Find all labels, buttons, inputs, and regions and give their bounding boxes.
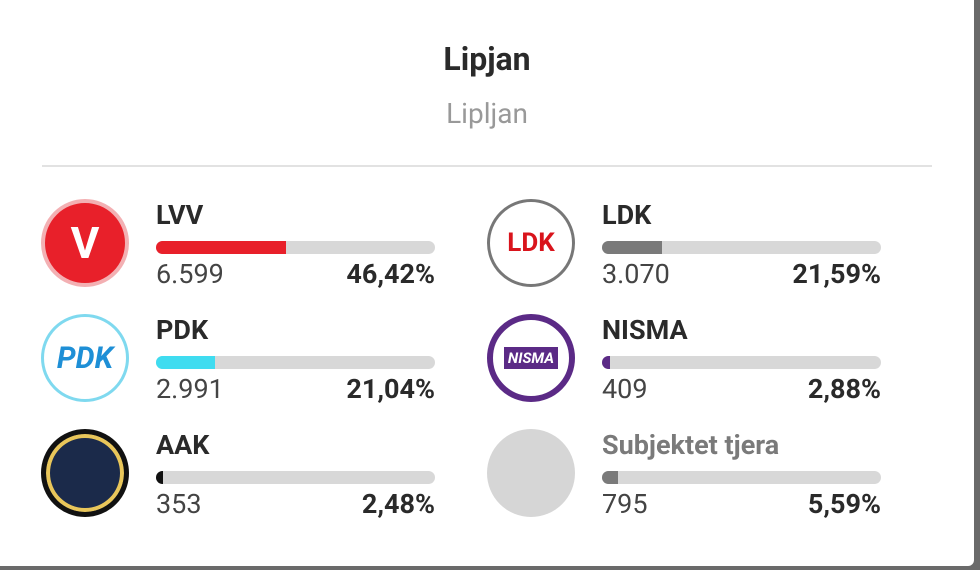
party-name: LDK: [602, 199, 652, 231]
party-name: PDK: [156, 314, 209, 346]
party-logo: NISMA: [487, 314, 575, 402]
bar-track: [602, 471, 881, 484]
vote-share: 2,88%: [807, 373, 881, 405]
vote-count: 3.070: [602, 258, 670, 290]
bar-fill: [602, 241, 663, 254]
party-name: AAK: [156, 429, 210, 461]
vote-share: 46,42%: [346, 258, 435, 290]
party-logo: V: [41, 199, 129, 287]
divider: [42, 165, 932, 167]
logo-text: NISMA: [503, 347, 559, 369]
party-name: Subjektet tjera: [602, 429, 780, 461]
party-logo: LDK: [487, 199, 575, 287]
party-logo: [487, 429, 575, 517]
party-logo: [41, 429, 129, 517]
party-name: NISMA: [602, 314, 688, 346]
vote-share: 21,59%: [792, 258, 881, 290]
party-name: LVV: [156, 199, 204, 231]
bar-fill: [156, 471, 163, 484]
bar-track: [602, 356, 881, 369]
party-logo: PDK: [41, 314, 129, 402]
vote-count: 6.599: [156, 258, 224, 290]
bar-track: [156, 356, 435, 369]
vote-share: 21,04%: [346, 373, 435, 405]
vote-count: 795: [602, 488, 648, 520]
bar-track: [156, 471, 435, 484]
title: Lipjan: [443, 40, 531, 78]
bar-fill: [156, 356, 215, 369]
vote-count: 2.991: [156, 373, 224, 405]
subtitle: Lipljan: [446, 97, 528, 130]
vote-count: 353: [156, 488, 202, 520]
bar-track: [156, 241, 435, 254]
vote-share: 5,59%: [807, 488, 881, 520]
logo-text: LDK: [507, 228, 555, 258]
logo-text: V: [70, 217, 100, 269]
vote-count: 409: [602, 373, 648, 405]
bar-fill: [602, 471, 618, 484]
bar-track: [602, 241, 881, 254]
logo-text: PDK: [56, 340, 114, 376]
bar-fill: [602, 356, 611, 369]
vote-share: 2,48%: [361, 488, 435, 520]
bar-fill: [156, 241, 286, 254]
